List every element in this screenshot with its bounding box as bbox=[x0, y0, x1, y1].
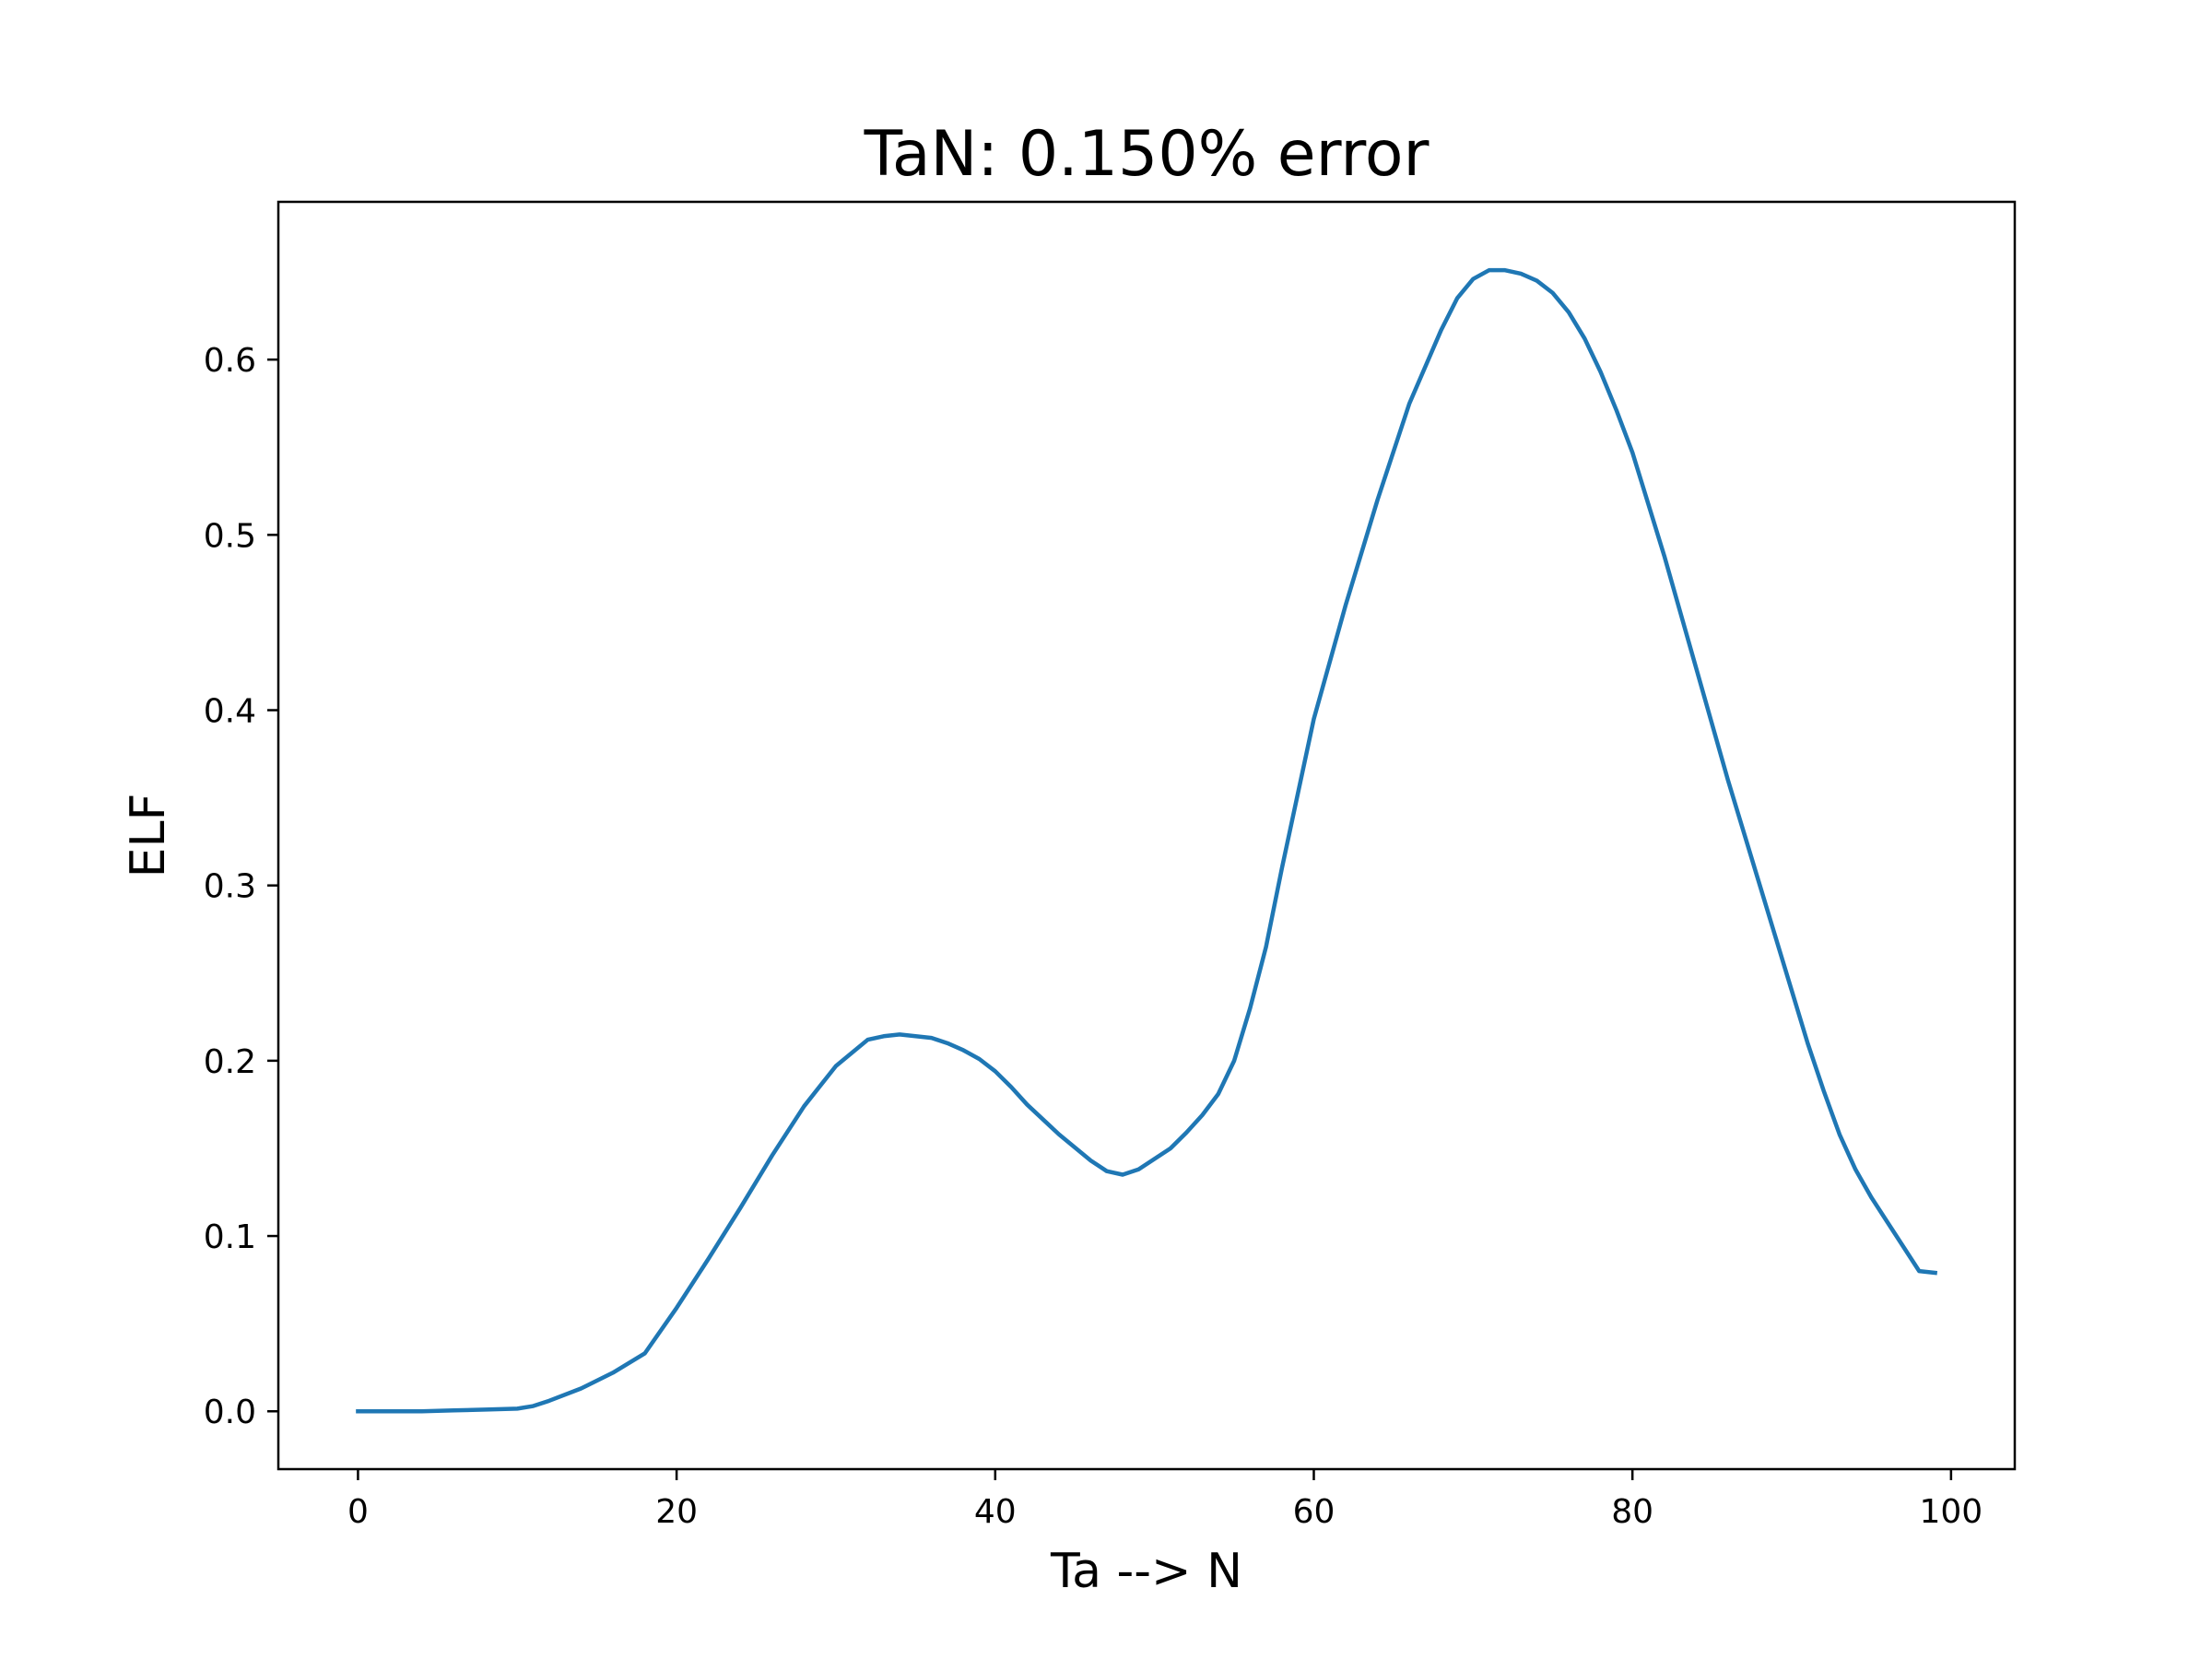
y-tick-label: 0.4 bbox=[204, 693, 256, 731]
data-layer bbox=[356, 267, 1938, 1414]
x-tick-label: 0 bbox=[347, 1493, 369, 1531]
x-axis-title: Ta --> N bbox=[1050, 1544, 1242, 1599]
y-tick-label: 0.2 bbox=[204, 1043, 256, 1081]
x-tick-label: 40 bbox=[974, 1493, 1017, 1531]
y-tick-label: 0.1 bbox=[204, 1218, 256, 1256]
y-axis-title: ELF bbox=[121, 794, 176, 878]
y-axis-ticks: 0.0 0.1 0.2 0.3 0.4 0.5 0.6 bbox=[204, 342, 278, 1431]
y-tick-label: 0.6 bbox=[204, 342, 256, 380]
y-tick-label: 0.0 bbox=[204, 1394, 256, 1431]
y-tick-label: 0.3 bbox=[204, 868, 256, 906]
x-tick-label: 60 bbox=[1293, 1493, 1335, 1531]
x-tick-label: 20 bbox=[655, 1493, 698, 1531]
x-tick-label: 100 bbox=[1920, 1493, 1983, 1531]
axes-frame bbox=[276, 200, 2017, 1471]
x-tick-label: 80 bbox=[1611, 1493, 1653, 1531]
y-tick-label: 0.5 bbox=[204, 517, 256, 555]
series-line-0 bbox=[356, 267, 1938, 1414]
chart-title: TaN: 0.150% error bbox=[864, 118, 1430, 191]
x-axis-ticks: 0 20 40 60 80 100 bbox=[347, 1469, 1983, 1531]
